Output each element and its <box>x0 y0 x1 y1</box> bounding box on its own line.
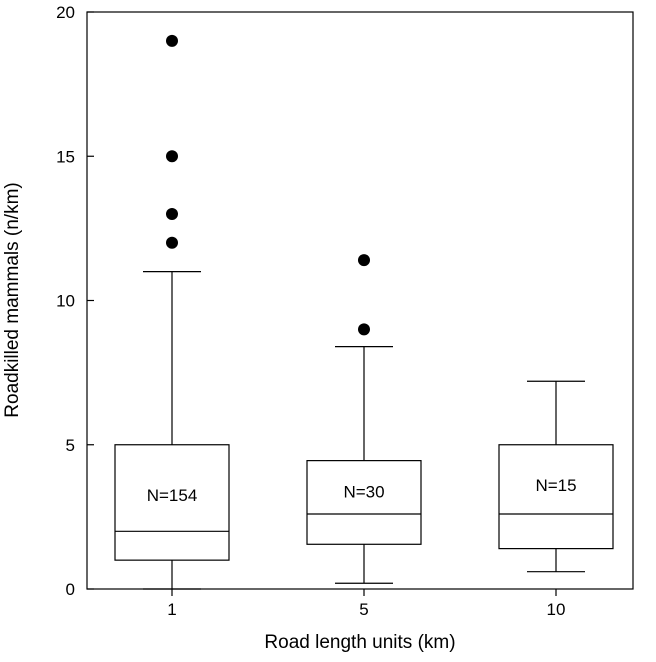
y-axis: 0 5 10 15 20 <box>56 3 94 599</box>
outlier-point <box>166 34 178 47</box>
outlier-point <box>166 150 178 163</box>
sample-size-label: N=30 <box>343 483 384 502</box>
sample-size-label: N=15 <box>535 476 576 495</box>
x-axis-title: Road length units (km) <box>264 632 455 653</box>
box-series: N=154 N=30 N=15 <box>114 34 614 590</box>
y-tick-label: 10 <box>56 292 75 311</box>
y-tick-label: 15 <box>56 147 75 166</box>
y-tick-label: 20 <box>56 3 75 22</box>
y-tick-label: 0 <box>66 580 75 599</box>
outlier-point <box>358 323 370 336</box>
sample-size-label: N=154 <box>147 486 198 505</box>
iqr-box <box>498 444 614 550</box>
box-group-1: N=154 <box>114 34 230 590</box>
outlier-point <box>358 254 370 267</box>
outlier-point <box>166 207 178 220</box>
iqr-box <box>114 444 230 561</box>
iqr-box <box>306 460 422 545</box>
y-axis-title: Roadkilled mammals (n/km) <box>2 182 23 417</box>
box-group-10: N=15 <box>498 380 614 573</box>
box-group-5: N=30 <box>306 254 422 584</box>
x-axis: 1 5 10 <box>167 589 565 619</box>
y-tick-label: 5 <box>66 436 75 455</box>
x-tick-label: 10 <box>547 600 566 619</box>
x-tick-label: 5 <box>359 600 368 619</box>
outlier-point <box>166 236 178 249</box>
x-tick-label: 1 <box>167 600 176 619</box>
